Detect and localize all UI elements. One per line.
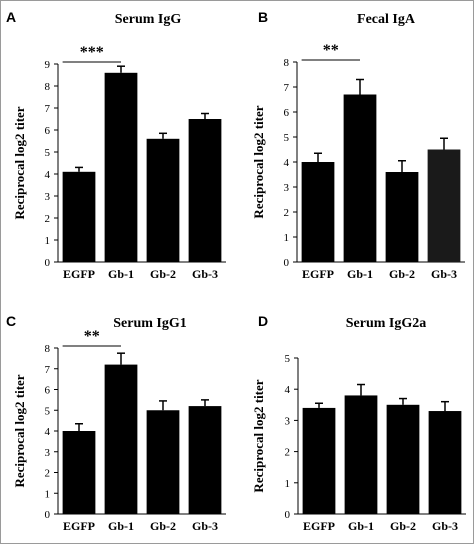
chart-title: Serum IgG xyxy=(115,12,182,27)
y-tick-label: 5 xyxy=(284,132,290,144)
y-tick-label: 0 xyxy=(45,509,51,521)
x-tick-label: Gb-3 xyxy=(192,519,218,533)
bar-gb-1 xyxy=(104,72,138,262)
bar-gb-2 xyxy=(146,138,180,262)
panel-letter: B xyxy=(258,9,268,25)
bar-egfp xyxy=(62,431,96,514)
y-tick-label: 3 xyxy=(285,415,291,427)
y-tick-label: 7 xyxy=(284,82,290,94)
y-tick-label: 2 xyxy=(285,447,291,459)
significance-label: ** xyxy=(84,328,100,345)
chart-panel-a: A Serum IgG Reciprocal log2 titer 0 1 2 3 4 5 6 7 8… xyxy=(6,9,226,281)
bar-gb-1 xyxy=(344,395,378,514)
y-axis-label: Reciprocal log2 titer xyxy=(12,106,27,219)
y-tick-label: 3 xyxy=(284,182,290,194)
bar-gb-2 xyxy=(386,404,420,514)
y-tick-label: 3 xyxy=(45,191,51,203)
bar-gb-3 xyxy=(188,119,222,262)
y-tick-label: 3 xyxy=(45,447,51,459)
bar-gb-3 xyxy=(428,411,462,514)
y-tick-label: 2 xyxy=(45,468,51,480)
bar-gb-2 xyxy=(146,410,180,514)
chart-title: Fecal IgA xyxy=(357,12,416,27)
y-tick-label: 1 xyxy=(284,232,290,244)
x-tick-label: EGFP xyxy=(302,267,334,281)
panel-letter: D xyxy=(258,313,268,329)
y-tick-label: 8 xyxy=(45,81,51,93)
y-tick-label: 8 xyxy=(45,343,51,355)
x-tick-label: Gb-2 xyxy=(389,267,415,281)
chart-title: Serum IgG1 xyxy=(113,316,187,331)
y-tick-label: 5 xyxy=(45,147,51,159)
y-tick-label: 6 xyxy=(45,385,51,397)
y-tick-label: 9 xyxy=(45,59,51,71)
y-tick-label: 6 xyxy=(284,107,290,119)
chart-panel-c: C Serum IgG1 Reciprocal log2 titer 0 1 2 3 4 5 6 7… xyxy=(6,313,226,533)
y-axis-label: Reciprocal log2 titer xyxy=(251,105,266,218)
x-tick-label: Gb-3 xyxy=(432,519,458,533)
significance-label: *** xyxy=(80,44,104,61)
bar-egfp xyxy=(301,162,335,262)
bar-gb-1 xyxy=(104,364,138,514)
bar-gb-2 xyxy=(385,172,419,262)
x-tick-label: EGFP xyxy=(63,519,95,533)
panel-letter: A xyxy=(6,9,16,25)
x-tick-label: Gb-1 xyxy=(347,267,373,281)
y-tick-label: 7 xyxy=(45,103,51,115)
bar-gb-3 xyxy=(427,149,461,262)
x-tick-label: Gb-1 xyxy=(108,519,134,533)
x-tick-label: Gb-1 xyxy=(108,267,134,281)
y-tick-label: 5 xyxy=(45,405,51,417)
y-tick-label: 8 xyxy=(284,57,290,69)
y-tick-label: 6 xyxy=(45,125,51,137)
y-tick-label: 7 xyxy=(45,364,51,376)
bar-gb-3 xyxy=(188,406,222,514)
x-tick-label: EGFP xyxy=(303,519,335,533)
y-tick-label: 1 xyxy=(45,235,51,247)
y-tick-label: 0 xyxy=(45,257,51,269)
x-tick-label: Gb-2 xyxy=(390,519,416,533)
y-tick-label: 4 xyxy=(45,426,51,438)
y-tick-label: 4 xyxy=(284,157,290,169)
y-axis-label: Reciprocal log2 titer xyxy=(251,379,266,492)
x-tick-label: Gb-1 xyxy=(348,519,374,533)
significance-label: ** xyxy=(323,42,339,59)
bar-gb-1 xyxy=(343,94,377,262)
y-tick-label: 0 xyxy=(284,257,290,269)
x-tick-label: Gb-3 xyxy=(431,267,457,281)
chart-title: Serum IgG2a xyxy=(346,316,427,331)
bar-egfp xyxy=(302,407,336,514)
y-tick-label: 1 xyxy=(45,488,51,500)
y-axis-label: Reciprocal log2 titer xyxy=(12,374,27,487)
x-tick-label: Gb-2 xyxy=(150,267,176,281)
x-tick-label: Gb-3 xyxy=(192,267,218,281)
chart-panel-b: B Fecal IgA Reciprocal log2 titer 0 1 2 3 4 5 6 7 8… xyxy=(251,9,465,281)
y-tick-label: 1 xyxy=(285,478,291,490)
x-tick-label: EGFP xyxy=(63,267,95,281)
bar-egfp xyxy=(62,171,96,262)
x-tick-label: Gb-2 xyxy=(150,519,176,533)
y-tick-label: 5 xyxy=(285,353,291,365)
y-tick-label: 4 xyxy=(45,169,51,181)
panel-letter: C xyxy=(6,313,16,329)
y-tick-label: 4 xyxy=(285,384,291,396)
y-tick-label: 2 xyxy=(45,213,51,225)
chart-panel-d: D Serum IgG2a Reciprocal log2 titer 0 1 2 3 4 5 E… xyxy=(251,313,466,533)
y-tick-label: 0 xyxy=(285,509,291,521)
y-tick-label: 2 xyxy=(284,207,290,219)
